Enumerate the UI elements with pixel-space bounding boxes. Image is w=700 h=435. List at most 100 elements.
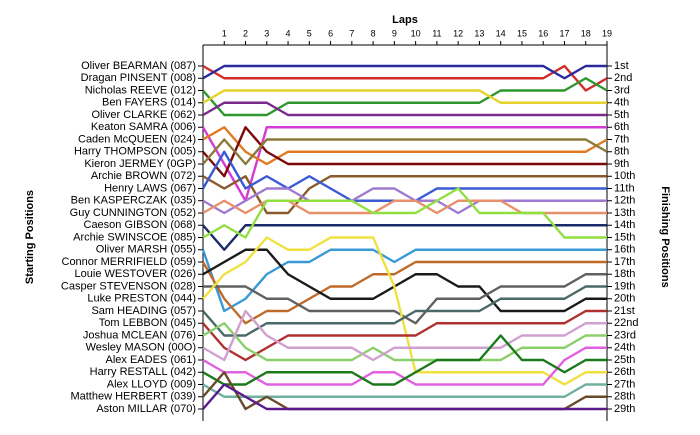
x-tick-label: 3 <box>264 28 269 38</box>
chart-title: Laps <box>392 14 418 26</box>
driver-label: Casper STEVENSON (028) <box>61 280 196 292</box>
driver-line <box>201 126 607 202</box>
y2-tick-label: 10th <box>614 170 635 182</box>
y2-tick-label: 16th <box>614 244 635 256</box>
x-tick-label: 10 <box>411 28 421 38</box>
driver-label: Archie SWINSCOE (085) <box>73 231 196 243</box>
driver-line <box>202 126 608 166</box>
driver-line <box>202 309 607 362</box>
driver-line <box>202 138 608 166</box>
driver-label: Alex LLOYD (009) <box>107 378 196 390</box>
y2-tick-label: 28th <box>614 391 635 403</box>
driver-label: Matthew HERBERT (039) <box>70 391 196 403</box>
driver-label: Ben KASPERCZAK (035) <box>71 195 196 207</box>
x-tick-label: 15 <box>517 28 527 38</box>
x-tick-label: 13 <box>474 28 484 38</box>
y2-tick-label: 25th <box>614 354 635 366</box>
driver-label: Keaton SAMRA (006) <box>91 121 196 133</box>
y2-tick-label: 9th <box>614 158 629 170</box>
y2-tick-label: 8th <box>614 146 629 158</box>
x-tick-label: 8 <box>371 28 376 38</box>
driver-line <box>202 101 607 117</box>
y2-tick-label: 2nd <box>614 72 632 84</box>
y-axis-title: Starting Positions <box>24 190 36 284</box>
x-tick-label: 2 <box>243 28 248 38</box>
driver-label: Joshua MCLEAN (076) <box>83 329 196 341</box>
driver-line <box>202 334 607 386</box>
driver-line <box>202 383 607 411</box>
driver-line <box>202 322 607 362</box>
driver-label: Oliver CLARKE (062) <box>91 109 196 121</box>
driver-label: Nicholas REEVE (012) <box>85 84 196 96</box>
driver-line <box>202 187 607 239</box>
y2-tick-label: 29th <box>614 403 635 415</box>
x-tick-label: 5 <box>307 28 312 38</box>
driver-line <box>201 260 607 325</box>
y2-tick-label: 20th <box>614 293 635 305</box>
y2-tick-label: 22nd <box>614 317 638 329</box>
y2-tick-label: 19th <box>614 280 635 292</box>
y2-tick-label: 18th <box>614 268 635 280</box>
driver-line <box>202 126 607 178</box>
driver-label: Ben FAYERS (014) <box>102 97 196 109</box>
y2-tick-label: 6th <box>614 121 629 133</box>
driver-line <box>202 236 607 386</box>
y2-tick-label: 4th <box>614 97 629 109</box>
driver-line <box>202 175 607 215</box>
y2-tick-label: 13th <box>614 207 635 219</box>
driver-line <box>202 64 607 80</box>
x-tick-label: 19 <box>602 28 612 38</box>
x-tick-label: 17 <box>559 28 569 38</box>
y2-tick-label: 23rd <box>614 329 636 341</box>
y2-tick-label: 3rd <box>614 84 630 96</box>
y2-tick-label: 15th <box>614 231 635 243</box>
driver-label: Sam HEADING (057) <box>91 305 196 317</box>
y2-tick-label: 7th <box>614 133 629 145</box>
x-tick-label: 9 <box>392 28 397 38</box>
driver-label: Oliver BEARMAN (087) <box>81 60 196 72</box>
y2-tick-label: 26th <box>614 366 635 378</box>
y2-tick-label: 11th <box>614 182 635 194</box>
driver-line <box>202 248 607 313</box>
driver-line <box>202 77 608 117</box>
x-tick-label: 18 <box>581 28 591 38</box>
driver-label: Caden McQUEEN (024) <box>78 133 196 145</box>
x-tick-label: 7 <box>349 28 354 38</box>
x-tick-label: 12 <box>453 28 463 38</box>
driver-line <box>202 309 607 362</box>
y2-tick-label: 14th <box>614 219 635 231</box>
driver-line <box>202 285 607 337</box>
driver-label: Henry LAWS (067) <box>104 182 196 194</box>
y2-tick-label: 27th <box>614 378 635 390</box>
y2-tick-label: 21st <box>614 305 635 317</box>
driver-label: Oliver MARSH (055) <box>96 244 196 256</box>
driver-label: Luke PRESTON (044) <box>87 293 196 305</box>
driver-label: Aston MILLAR (070) <box>96 403 196 415</box>
driver-line <box>202 383 607 398</box>
driver-line <box>202 187 607 215</box>
x-tick-label: 11 <box>432 28 441 38</box>
driver-label: Wesley MASON (00O) <box>86 342 196 354</box>
driver-label: Archie BROWN (072) <box>91 170 196 182</box>
x-tick-label: 6 <box>328 28 333 38</box>
x-tick-label: 14 <box>496 28 506 38</box>
y2-tick-label: 24th <box>614 342 635 354</box>
driver-label: Alex EADES (061) <box>106 354 196 366</box>
driver-line <box>202 224 607 251</box>
x-tick-label: 16 <box>538 28 548 38</box>
driver-line <box>202 64 608 92</box>
x-tick-label: 1 <box>222 28 227 38</box>
driver-label: Harry THOMPSON (005) <box>74 146 196 158</box>
y2-tick-label: 17th <box>614 256 635 268</box>
x-tick-label: 4 <box>286 28 291 38</box>
driver-label: Connor MERRIFIELD (059) <box>62 256 197 268</box>
y2-axis-title: Finishing Positions <box>659 186 671 287</box>
driver-label: Harry RESTALL (042) <box>90 366 196 378</box>
driver-label: Kieron JERMEY (0GP) <box>84 158 196 170</box>
y2-tick-label: 1st <box>614 60 629 72</box>
driver-label: Louie WESTOVER (026) <box>75 268 196 280</box>
driver-label: Dragan PINSENT (008) <box>81 72 196 84</box>
driver-line <box>202 89 607 104</box>
driver-label: Caeson GIBSON (068) <box>84 219 197 231</box>
y2-tick-label: 5th <box>614 109 629 121</box>
